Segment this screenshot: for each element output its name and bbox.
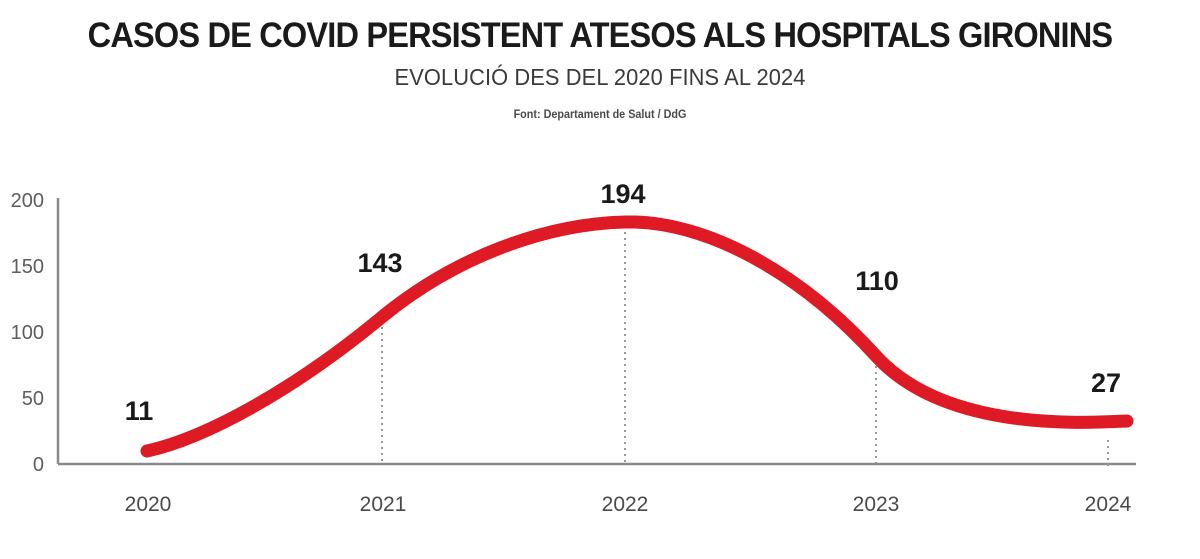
trend-line [140,215,1134,458]
x-tick-label-2024: 2024 [1085,493,1132,516]
x-tick-label-2023: 2023 [853,493,900,516]
data-label-2020: 11 [125,396,154,426]
chart-header: CASOS DE COVID PERSISTENT ATESOS ALS HOS… [0,0,1200,121]
data-label-2022: 194 [600,179,645,209]
data-label-2021: 143 [357,248,402,278]
data-point-labels: 11 143 194 110 27 [125,179,1121,426]
chart-source: Font: Departament de Salut / DdG [513,106,687,121]
y-tick-label-200: 200 [11,190,44,212]
y-tick-label-100: 100 [11,322,44,344]
x-tick-label-2021: 2021 [360,493,407,516]
x-axis-tick-labels: 2020 2021 2022 2023 2024 [125,493,1132,516]
y-tick-label-150: 150 [11,256,44,278]
data-label-2023: 110 [855,266,899,296]
chart-subtitle: EVOLUCIÓ DES DEL 2020 FINS AL 2024 [394,63,806,90]
x-tick-label-2020: 2020 [125,493,172,516]
page-title: CASOS DE COVID PERSISTENT ATESOS ALS HOS… [87,16,1113,55]
x-tick-label-2022: 2022 [602,493,649,516]
y-tick-label-0: 0 [33,454,44,476]
data-label-2024: 27 [1091,368,1121,398]
y-axis-tick-labels: 200 150 100 50 0 [11,190,44,476]
y-tick-label-50: 50 [22,388,44,410]
value-guide-lines [381,232,1109,470]
